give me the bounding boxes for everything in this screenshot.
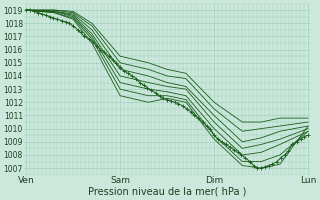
X-axis label: Pression niveau de la mer( hPa ): Pression niveau de la mer( hPa ) <box>88 187 246 197</box>
